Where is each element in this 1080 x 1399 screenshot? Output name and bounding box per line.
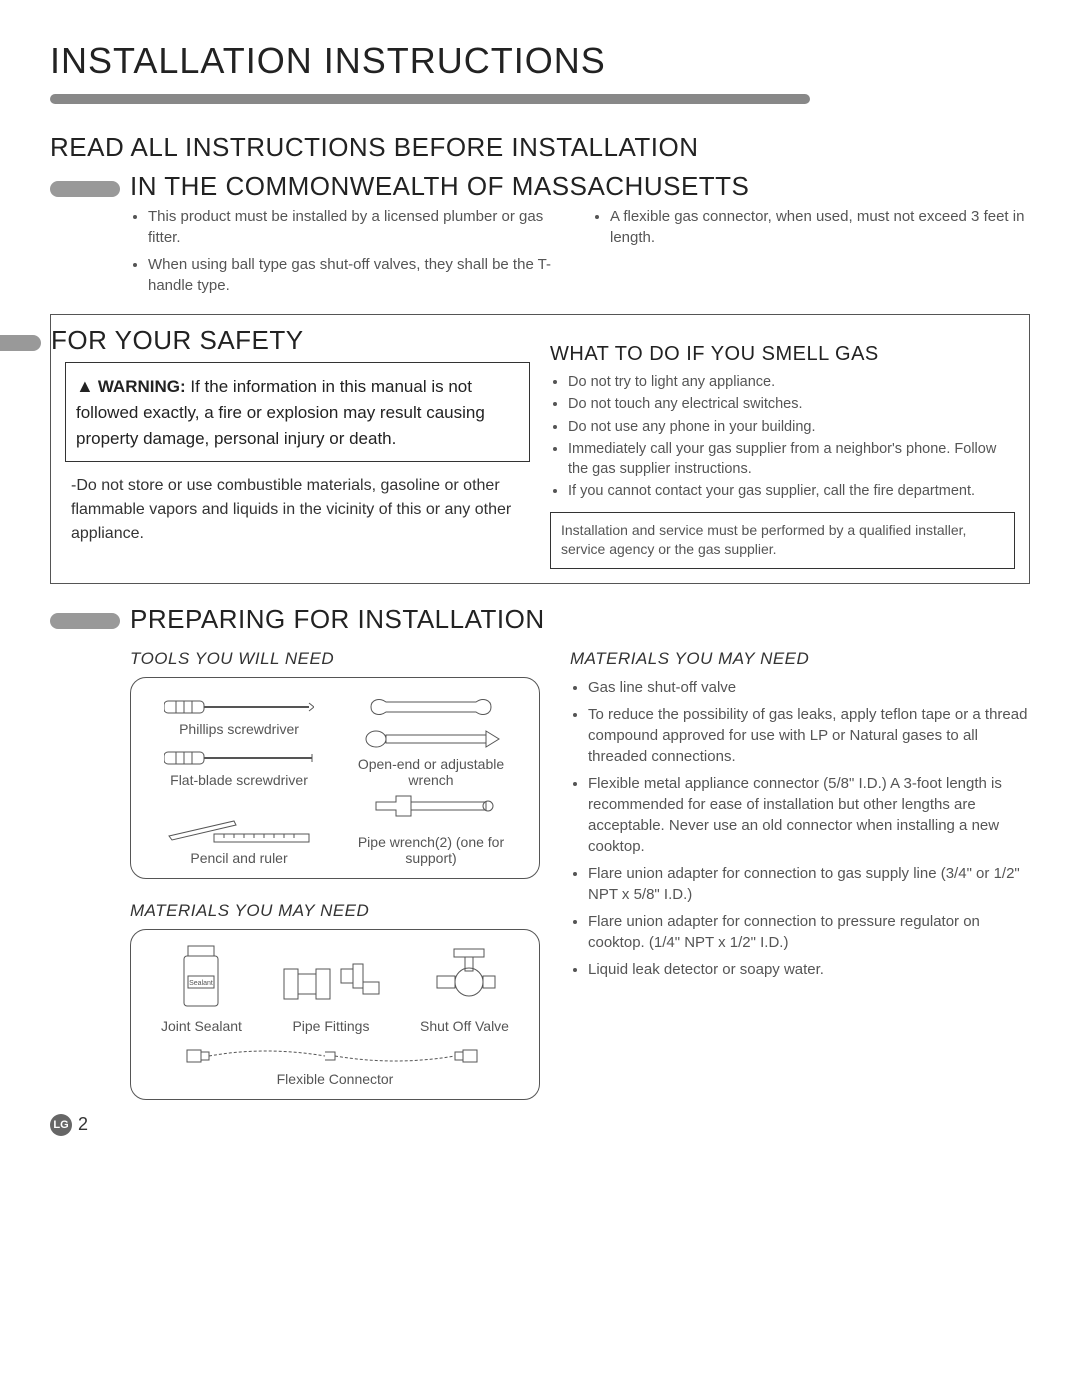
material-label: Joint Sealant: [161, 1018, 242, 1034]
smell-gas-list: Do not try to light any appliance. Do no…: [550, 372, 1015, 502]
page-title: INSTALLATION INSTRUCTIONS: [50, 40, 1030, 82]
materials-box: Sealant Joint Sealant Pipe Fittings: [130, 929, 540, 1100]
material-label: Flexible Connector: [149, 1071, 521, 1087]
install-note-box: Installation and service must be perform…: [550, 512, 1015, 569]
list-item: Do not touch any electrical switches.: [568, 394, 1015, 414]
shut-off-valve-icon: [429, 944, 499, 1014]
list-item: Flare union adapter for connection to ga…: [588, 863, 1030, 905]
phillips-screwdriver-icon: [164, 695, 314, 717]
material-flex-connector: Flexible Connector: [149, 1044, 521, 1087]
material-sealant: Sealant Joint Sealant: [161, 944, 242, 1034]
pencil-ruler-icon: [164, 816, 314, 846]
material-label: Shut Off Valve: [420, 1018, 509, 1034]
tool-pencil: Pencil and ruler: [149, 816, 329, 866]
warning-triangle-icon: ▲: [76, 373, 94, 400]
tool-phillips: Phillips screwdriver: [149, 695, 329, 737]
material-label: Pipe Fittings: [292, 1018, 369, 1034]
warning-label: WARNING:: [98, 377, 186, 396]
list-item: Do not try to light any appliance.: [568, 372, 1015, 392]
joint-sealant-icon: Sealant: [174, 944, 228, 1014]
safety-heading: FOR YOUR SAFETY: [51, 325, 304, 356]
tool-label: Flat-blade screwdriver: [170, 772, 308, 788]
list-item: If you cannot contact your gas supplier,…: [568, 481, 1015, 501]
massachusetts-left-list: This product must be installed by a lice…: [130, 206, 568, 296]
adjustable-wrench-icon: [361, 726, 501, 752]
section-pill-icon: [50, 613, 120, 629]
pipe-fittings-icon: [276, 944, 386, 1014]
list-item: When using ball type gas shut-off valves…: [148, 254, 568, 296]
tool-pipewrench: Pipe wrench(2) (one for support): [341, 794, 521, 866]
material-fittings: Pipe Fittings: [276, 944, 386, 1034]
section-pill-icon: [0, 335, 41, 351]
tool-label: Phillips screwdriver: [179, 721, 299, 737]
list-item: Do not use any phone in your building.: [568, 417, 1015, 437]
open-end-wrench-icon: [361, 692, 501, 722]
smell-gas-heading: WHAT TO DO IF YOU SMELL GAS: [550, 343, 1015, 366]
list-item: A flexible gas connector, when used, mus…: [610, 206, 1030, 248]
safety-dash-text: -Do not store or use combustible materia…: [65, 474, 530, 546]
list-item: This product must be installed by a lice…: [148, 206, 568, 248]
materials-img-heading: MATERIALS YOU MAY NEED: [130, 901, 540, 921]
tools-box: Phillips screwdriver Open-end or adjusta…: [130, 677, 540, 879]
tools-heading: TOOLS YOU WILL NEED: [130, 649, 540, 669]
list-item: Gas line shut-off valve: [588, 677, 1030, 698]
list-item: Liquid leak detector or soapy water.: [588, 959, 1030, 980]
massachusetts-heading: IN THE COMMONWEALTH OF MASSACHUSETTS: [130, 171, 749, 202]
list-item: Flare union adapter for connection to pr…: [588, 911, 1030, 953]
read-all-heading: READ ALL INSTRUCTIONS BEFORE INSTALLATIO…: [50, 132, 1030, 163]
material-valve: Shut Off Valve: [420, 944, 509, 1034]
tool-label: Open-end or adjustable wrench: [358, 756, 504, 788]
warning-box: ▲WARNING: If the information in this man…: [65, 362, 530, 462]
materials-text-list: Gas line shut-off valve To reduce the po…: [570, 677, 1030, 980]
page-number: 2: [78, 1114, 88, 1135]
list-item: Immediately call your gas supplier from …: [568, 439, 1015, 480]
list-item: Flexible metal appliance connector (5/8"…: [588, 773, 1030, 857]
flexible-connector-icon: [185, 1044, 485, 1068]
tool-label: Pencil and ruler: [190, 850, 287, 866]
preparing-heading: PREPARING FOR INSTALLATION: [130, 604, 545, 635]
divider-bar: [50, 94, 810, 104]
materials-text-heading: MATERIALS YOU MAY NEED: [570, 649, 1030, 669]
list-item: To reduce the possibility of gas leaks, …: [588, 704, 1030, 767]
svg-text:Sealant: Sealant: [190, 980, 214, 987]
flat-screwdriver-icon: [164, 746, 314, 768]
safety-section: FOR YOUR SAFETY ▲WARNING: If the informa…: [50, 314, 1030, 584]
tool-label: Pipe wrench(2) (one for support): [358, 834, 504, 866]
pipe-wrench-icon: [366, 794, 496, 830]
tool-open-wrench: Open-end or adjustable wrench: [341, 692, 521, 788]
lg-logo-icon: LG: [50, 1114, 72, 1136]
tool-flat: Flat-blade screwdriver: [149, 746, 329, 788]
section-pill-icon: [50, 181, 120, 197]
massachusetts-right-list: A flexible gas connector, when used, mus…: [592, 206, 1030, 248]
